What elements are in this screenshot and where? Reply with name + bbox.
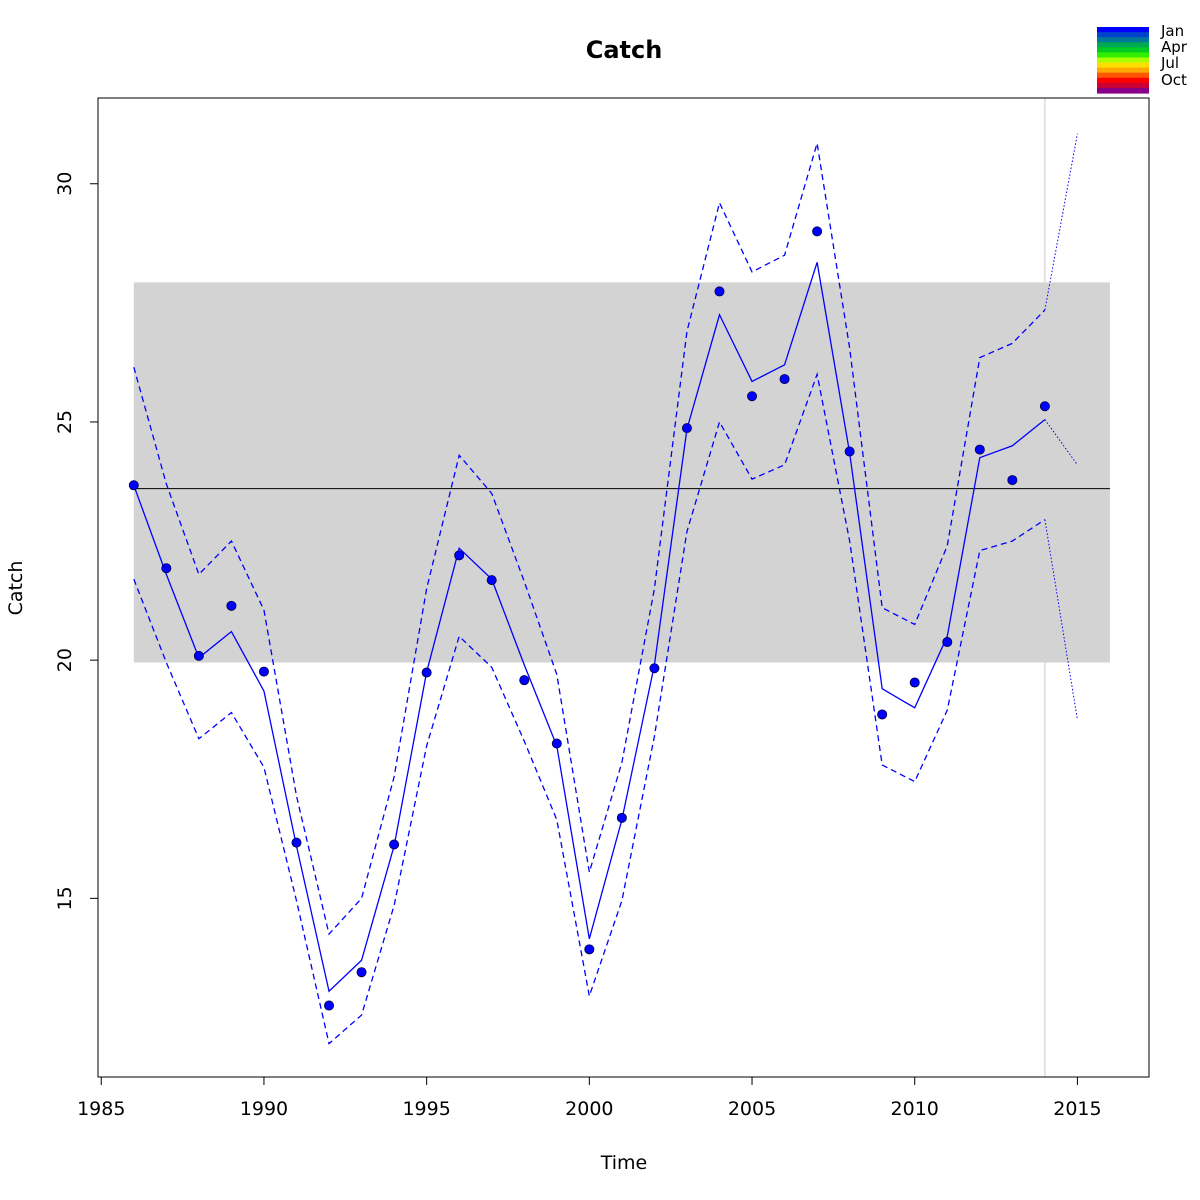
- observed-point: [128, 480, 139, 491]
- legend-color-strip: [1097, 82, 1149, 89]
- legend-color-strip: [1097, 27, 1149, 33]
- legend-color-strip: [1097, 57, 1149, 64]
- x-tick-label: 2015: [1053, 1098, 1101, 1120]
- legend-label: Apr: [1161, 38, 1188, 56]
- observed-point: [291, 837, 302, 848]
- x-axis-label: Time: [600, 1152, 648, 1174]
- observed-point: [389, 839, 400, 850]
- observed-point: [649, 663, 660, 674]
- observed-point: [747, 391, 758, 402]
- legend-label: Oct: [1161, 71, 1187, 89]
- observed-point: [193, 650, 204, 661]
- observed-point: [877, 709, 888, 720]
- observed-point: [584, 944, 595, 955]
- observed-point: [909, 677, 920, 688]
- observed-point: [616, 812, 627, 823]
- observed-point: [356, 967, 367, 978]
- observed-point: [161, 563, 172, 574]
- observed-point: [258, 666, 269, 677]
- observed-point: [1039, 401, 1050, 412]
- observed-point: [454, 550, 465, 561]
- y-tick-label: 20: [54, 648, 76, 672]
- observed-points-layer: [128, 226, 1050, 1011]
- legend-color-strip: [1097, 87, 1149, 94]
- reference-band-layer: [133, 98, 1110, 1077]
- legend-color-strip: [1097, 37, 1149, 43]
- legend-color-strip: [1097, 32, 1149, 38]
- legend-label: Jul: [1160, 54, 1179, 72]
- x-tick-label: 2010: [891, 1098, 939, 1120]
- legend-color-strip: [1097, 52, 1149, 59]
- observed-point: [844, 446, 855, 457]
- observed-point: [974, 444, 985, 455]
- lower-line: [133, 371, 1046, 1045]
- y-axis: 15 20 25 30: [54, 172, 99, 910]
- legend-color-strip: [1097, 77, 1149, 84]
- observed-point: [486, 575, 497, 586]
- legend-color-strip: [1097, 72, 1149, 79]
- legend-color-strip: [1097, 62, 1149, 69]
- observed-point: [714, 286, 725, 297]
- series-lines-layer: [133, 133, 1078, 1045]
- legend-color-strip: [1097, 42, 1149, 48]
- x-axis: 1985 1990 1995 2000 2005 2010 2015: [77, 1076, 1102, 1120]
- legend-color-strip: [1097, 47, 1149, 53]
- observed-point: [1007, 475, 1018, 486]
- observed-point: [551, 738, 562, 749]
- observed-point: [812, 226, 823, 237]
- fitted-line: [133, 262, 1046, 993]
- y-tick-label: 15: [54, 886, 76, 910]
- x-tick-label: 1985: [77, 1098, 125, 1120]
- legend-label: Jan: [1160, 22, 1184, 40]
- y-tick-label: 25: [54, 410, 76, 434]
- observed-point: [519, 675, 530, 686]
- y-axis-label: Catch: [5, 561, 27, 616]
- observed-point: [226, 600, 237, 611]
- forecast-lower-line: [1044, 519, 1078, 720]
- x-tick-label: 2005: [728, 1098, 776, 1120]
- observed-point: [779, 374, 790, 385]
- observed-point: [942, 637, 953, 648]
- y-tick-label: 30: [54, 172, 76, 196]
- upper-line: [133, 143, 1046, 936]
- legend-color-strip: [1097, 67, 1149, 74]
- observed-point: [681, 423, 692, 434]
- reference-band: [133, 282, 1110, 663]
- observed-point: [421, 667, 432, 678]
- observed-point: [324, 1000, 335, 1011]
- forecast-line: [1044, 419, 1078, 466]
- chart-title: Catch: [586, 36, 663, 64]
- x-tick-label: 1990: [240, 1098, 288, 1120]
- x-tick-label: 2000: [565, 1098, 613, 1120]
- x-tick-label: 1995: [402, 1098, 450, 1120]
